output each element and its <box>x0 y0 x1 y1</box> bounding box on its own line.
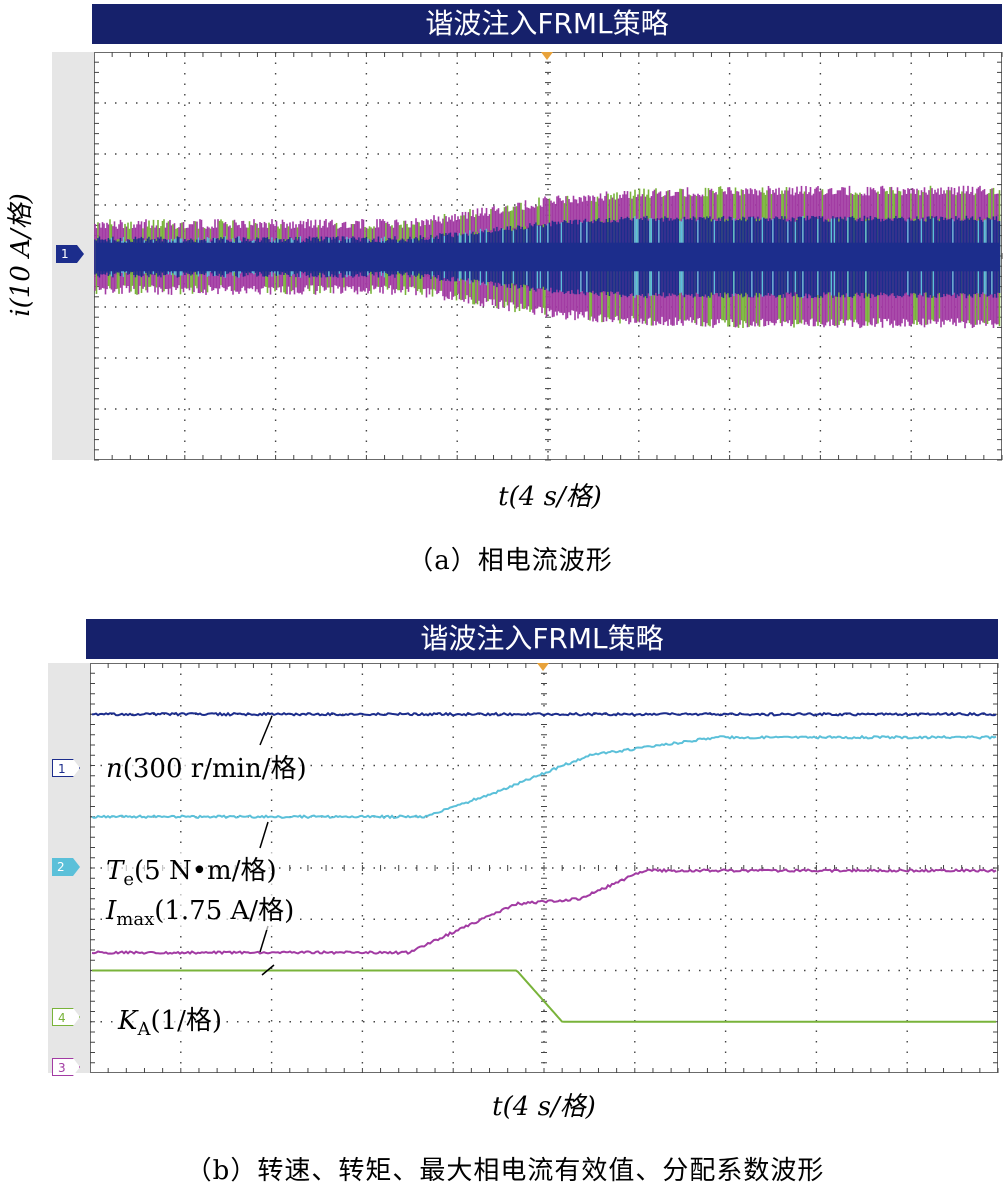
panel-a-x-axis-label-text: t(4 s/格) <box>498 482 602 512</box>
annotation-current: Imax(1.75 A/格) <box>104 890 297 931</box>
panel-b-channel-2-marker: 2 <box>52 858 80 876</box>
current-trace-core <box>96 242 1000 272</box>
annotation-speed-symbol: n <box>106 754 123 784</box>
panel-b-x-axis-label: t(4 s/格) <box>434 1086 654 1123</box>
annotation-leader-line <box>259 715 273 746</box>
annotation-leader-line <box>259 821 269 849</box>
panel-a-waveforms <box>94 185 1001 329</box>
annotation-speed-unit: (300 r/min/格) <box>122 754 307 784</box>
current-trace <box>91 867 997 956</box>
annotation-ka: KA(1/格) <box>116 1000 225 1041</box>
panel-b-channel-1-marker: 1 <box>52 759 80 777</box>
panel-b-x-axis-label-text: t(4 s/格) <box>492 1092 596 1122</box>
annotation-ka-unit: (1/格) <box>150 1006 223 1036</box>
panel-b-channel-3-marker: 3 <box>52 1058 80 1076</box>
annotation-ka-subscript: A <box>137 1019 151 1041</box>
panel-a-caption: （a）相电流波形 <box>407 546 613 576</box>
panel-b-banner: 谐波注入FRML策略 <box>86 619 998 659</box>
annotation-speed: n(300 r/min/格) <box>104 748 309 785</box>
annotation-current-subscript: max <box>116 909 155 931</box>
annotation-torque: Te(5 N•m/格) <box>104 850 279 891</box>
annotation-torque-unit: (5 N•m/格) <box>134 856 277 886</box>
ka-trace <box>92 969 996 1023</box>
annotation-ka-symbol: K <box>118 1006 138 1036</box>
panel-a-banner: 谐波注入FRML策略 <box>92 4 1002 44</box>
annotation-leader-line <box>259 925 269 953</box>
annotation-torque-symbol: T <box>106 856 124 886</box>
torque-trace <box>91 734 997 820</box>
panel-a-channel-1-marker: 1 <box>56 245 84 263</box>
annotation-torque-subscript: e <box>123 869 134 891</box>
panel-b-trigger-marker <box>537 663 549 671</box>
panel-b-channel-4-marker: 4 <box>52 1008 80 1026</box>
panel-a-trigger-marker <box>541 52 553 60</box>
speed-trace <box>91 711 997 717</box>
panel-b-caption: （b）转速、转矩、最大相电流有效值、分配系数波形 <box>185 1156 825 1186</box>
annotation-current-symbol: I <box>106 896 117 926</box>
panel-b-waveforms <box>91 711 997 1023</box>
panel-a-x-axis-label: t(4 s/格) <box>440 476 660 513</box>
annotation-current-unit: (1.75 A/格) <box>154 896 295 926</box>
annotation-leader-line <box>261 964 275 976</box>
